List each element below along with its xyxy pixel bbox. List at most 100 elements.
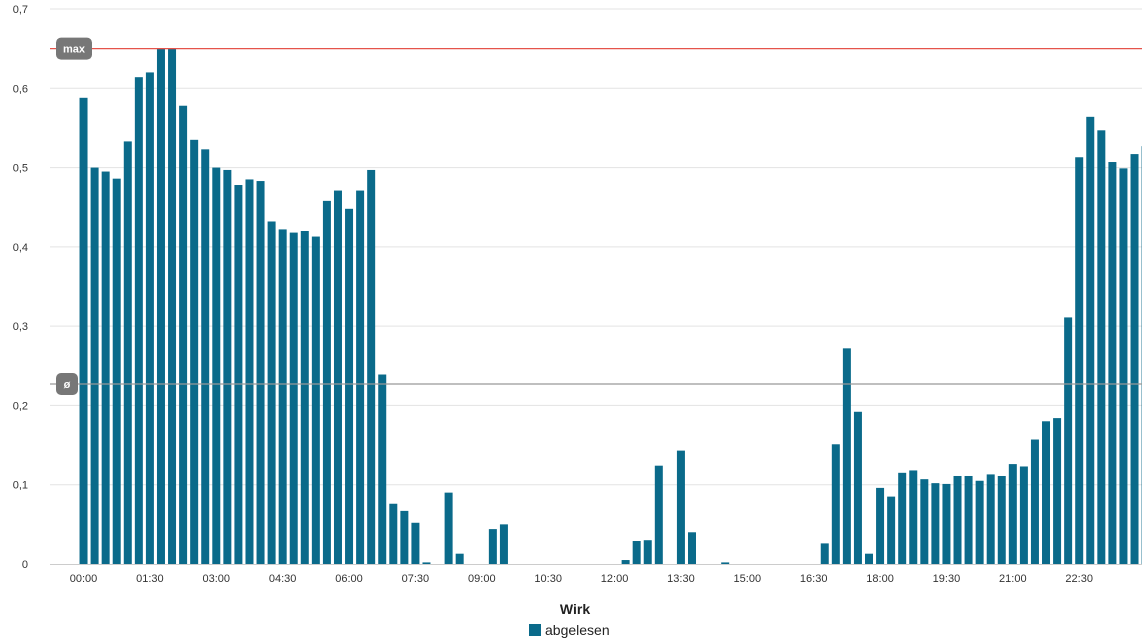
bar[interactable]	[488, 529, 497, 564]
reference-badge	[56, 37, 92, 60]
bar[interactable]	[278, 229, 287, 564]
y-tick-label: 0,6	[13, 83, 28, 95]
reference-line-average: ø	[50, 373, 1142, 396]
bar[interactable]	[411, 522, 420, 564]
bar[interactable]	[865, 553, 873, 564]
bar[interactable]	[212, 167, 221, 564]
bar[interactable]	[345, 208, 354, 565]
bar[interactable]	[267, 221, 276, 565]
bar[interactable]	[333, 190, 342, 564]
bar[interactable]	[643, 540, 652, 564]
bar[interactable]	[898, 472, 907, 564]
bar[interactable]	[311, 236, 320, 565]
bar[interactable]	[134, 77, 143, 564]
legend-label-abgelesen[interactable]: abgelesen	[545, 622, 610, 638]
bar[interactable]	[389, 503, 398, 564]
bar[interactable]	[1042, 421, 1051, 564]
bar[interactable]	[234, 185, 243, 564]
bar[interactable]	[444, 492, 453, 564]
bar[interactable]	[1108, 162, 1117, 564]
bar[interactable]	[245, 179, 254, 564]
x-tick-label: 09:00	[468, 573, 496, 585]
bar[interactable]	[688, 532, 696, 564]
x-tick-label: 13:30	[667, 573, 695, 585]
reference-lines: max ø	[50, 37, 1142, 396]
bar[interactable]	[156, 48, 165, 564]
bar[interactable]	[853, 411, 862, 564]
bar[interactable]	[831, 444, 840, 564]
bar[interactable]	[820, 543, 829, 564]
reference-badge	[56, 373, 78, 396]
bar[interactable]	[1086, 116, 1095, 564]
legend-title: Wirk	[560, 601, 590, 617]
bar[interactable]	[1075, 157, 1084, 564]
x-tick-label: 12:00	[601, 573, 629, 585]
bar[interactable]	[1008, 464, 1017, 564]
bar[interactable]	[632, 541, 641, 564]
bar[interactable]	[1030, 439, 1039, 564]
x-tick-label: 18:00	[866, 573, 894, 585]
grid-lines	[50, 8, 1142, 486]
bar[interactable]	[400, 510, 409, 564]
bar[interactable]	[1019, 466, 1028, 564]
bar[interactable]	[876, 487, 885, 564]
bar[interactable]	[986, 474, 995, 564]
bar[interactable]	[378, 374, 387, 564]
bar[interactable]	[1064, 317, 1073, 564]
bar[interactable]	[256, 181, 265, 565]
y-tick-label: 0,5	[13, 163, 28, 175]
y-tick-label: 0	[22, 559, 28, 571]
bar[interactable]	[367, 169, 376, 564]
bar[interactable]	[942, 483, 951, 564]
bar[interactable]	[356, 190, 365, 564]
bar[interactable]	[322, 200, 331, 564]
x-tick-label: 04:30	[269, 573, 297, 585]
x-tick-label: 01:30	[136, 573, 164, 585]
bar[interactable]	[168, 48, 177, 564]
bar[interactable]	[997, 475, 1006, 564]
bar[interactable]	[112, 178, 121, 565]
bar[interactable]	[499, 524, 508, 564]
bar[interactable]	[101, 171, 110, 565]
bar[interactable]	[887, 496, 896, 564]
bar[interactable]	[909, 470, 918, 564]
bar[interactable]	[975, 480, 984, 564]
bar[interactable]	[1053, 418, 1062, 564]
bar[interactable]	[145, 72, 154, 565]
y-tick-label: 0,3	[13, 321, 28, 333]
y-tick-label: 0,1	[13, 480, 28, 492]
bar[interactable]	[842, 348, 851, 564]
reference-badge-label: max	[63, 44, 86, 56]
bar[interactable]	[676, 450, 685, 564]
x-tick-label: 22:30	[1065, 573, 1093, 585]
bar[interactable]	[179, 105, 188, 564]
bar[interactable]	[721, 562, 730, 564]
bar[interactable]	[931, 483, 940, 564]
bar[interactable]	[455, 553, 464, 564]
bar[interactable]	[289, 232, 298, 564]
bar[interactable]	[123, 141, 132, 564]
bar[interactable]	[223, 169, 232, 564]
bar[interactable]	[190, 139, 199, 564]
bar[interactable]	[201, 149, 210, 564]
bar[interactable]	[621, 560, 630, 564]
bar[interactable]	[920, 479, 929, 564]
bar[interactable]	[79, 97, 88, 565]
bar[interactable]	[964, 475, 973, 564]
bar[interactable]	[1119, 168, 1128, 565]
bar[interactable]	[90, 167, 99, 564]
x-tick-label: 03:00	[203, 573, 231, 585]
bar[interactable]	[654, 465, 663, 564]
bar[interactable]	[1130, 154, 1139, 564]
bar[interactable]	[953, 475, 962, 564]
x-tick-label: 00:00	[70, 573, 98, 585]
x-tick-label: 19:30	[933, 573, 961, 585]
bar[interactable]	[422, 562, 431, 564]
x-tick-label: 16:30	[800, 573, 828, 585]
bar[interactable]	[1097, 130, 1106, 564]
legend-swatch-abgelesen[interactable]	[529, 624, 541, 636]
legend[interactable]: Wirk abgelesen	[529, 601, 610, 638]
x-tick-label: 06:00	[335, 573, 363, 585]
bar[interactable]	[300, 231, 309, 564]
